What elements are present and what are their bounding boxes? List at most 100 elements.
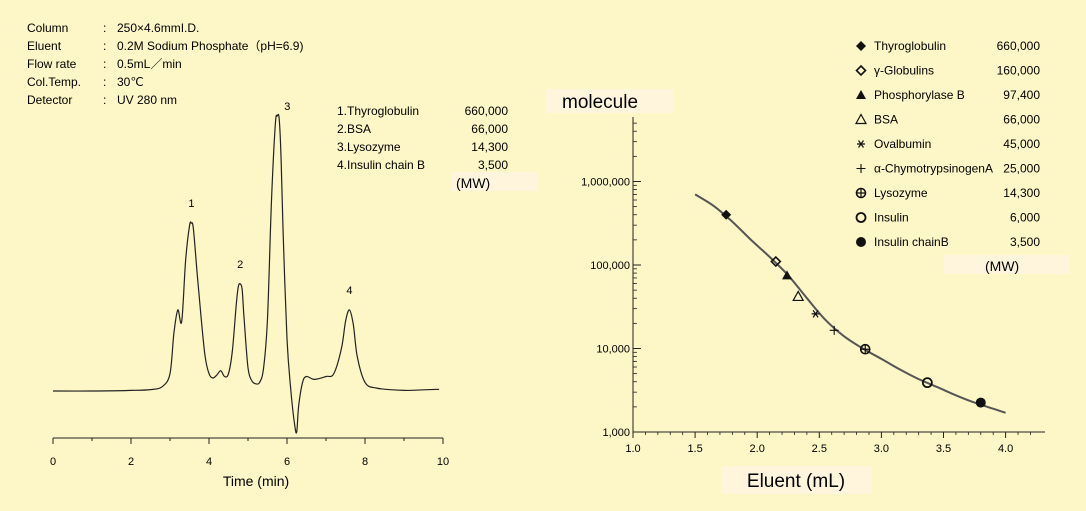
conditions-block: Column : 250×4.6mmI.D. Eluent : 0.2M Sod…: [27, 21, 303, 107]
legend-item-name: 3.Lysozyme: [337, 140, 401, 154]
legend-marker: [855, 212, 867, 223]
legend-item-name: Ovalbumin: [874, 137, 931, 151]
condition-colon: :: [103, 57, 106, 71]
condition-colon: :: [103, 21, 106, 35]
calibration-fit-curve: [694, 193, 1006, 414]
peak-label: 2: [237, 259, 243, 271]
legend-marker: [857, 140, 865, 148]
y-tick-label: 10,000: [596, 344, 630, 356]
legend-item-name: γ-Globulins: [874, 64, 934, 78]
x-tick-label: 10: [437, 456, 449, 468]
legend-marker: [855, 187, 867, 199]
x-tick-label: 0: [50, 456, 56, 468]
x-tick-label: 1.5: [687, 443, 702, 455]
y-tick-label: 1,000,000: [581, 177, 630, 189]
x-label-highlight: [721, 466, 872, 494]
legend-marker: [856, 90, 866, 99]
x-tick-label: 3.5: [936, 443, 951, 455]
data-point: [921, 377, 933, 389]
data-point: [721, 209, 732, 220]
peak-label: 3: [284, 101, 290, 113]
condition-colon: :: [103, 93, 106, 107]
legend-item-name: 1.Thyroglobulin: [337, 104, 419, 118]
x-tick-label: 2.5: [812, 443, 827, 455]
y-tick-label: 1,000: [602, 427, 630, 439]
legend-marker: [856, 164, 866, 173]
data-point: [975, 397, 986, 408]
calibration-plot: molecule 1.0 1.5 2.0 2.5 3.0 3.5 4.0 1,000 10,00…: [545, 89, 1045, 494]
condition-value: UV 280 nm: [117, 93, 177, 107]
condition-value: 250×4.6mmI.D.: [117, 21, 199, 35]
legend-item-mw: 660,000: [997, 39, 1041, 53]
legend-item-name: Lysozyme: [874, 186, 928, 200]
calibration-y-label: molecule: [562, 92, 638, 113]
x-tick-label: 8: [362, 456, 368, 468]
legend-unit-label: (MW): [985, 258, 1019, 274]
legend-marker: [856, 237, 866, 247]
mw-unit-highlight: [452, 172, 538, 191]
legend-marker: [855, 64, 867, 77]
legend-item-name: Phosphorylase B: [874, 88, 965, 102]
legend-item-mw: 45,000: [1003, 137, 1040, 151]
x-tick-label: 4: [206, 456, 212, 468]
mw-unit-label: (MW): [456, 175, 490, 191]
x-tick-label: 6: [284, 456, 290, 468]
peak-label: 4: [346, 285, 352, 297]
y-tick-label: 100,000: [590, 260, 630, 272]
condition-row: Column : 250×4.6mmI.D.: [27, 21, 199, 35]
legend-item-name: 4.Insulin chain B: [337, 158, 425, 172]
condition-row: Eluent : 0.2M Sodium Phosphate（pH=6.9): [27, 39, 303, 53]
x-tick-label: 1.0: [625, 443, 640, 455]
legend-item-name: BSA: [874, 113, 898, 127]
data-point: [770, 255, 782, 268]
legend-item-mw: 66,000: [471, 122, 508, 136]
y-label-highlight: [545, 89, 673, 113]
condition-row: Flow rate : 0.5mL／min: [27, 57, 182, 71]
data-point: [792, 290, 805, 302]
condition-label: Eluent: [27, 39, 62, 53]
x-tick-label: 3.0: [874, 443, 889, 455]
x-tick-label: 2.0: [750, 443, 765, 455]
legend-item-mw: 25,000: [1003, 162, 1040, 176]
legend-marker: [856, 41, 866, 51]
legend-item-mw: 160,000: [997, 64, 1041, 78]
condition-value: 30℃: [117, 75, 144, 89]
data-point: [782, 270, 793, 280]
data-point: [859, 343, 871, 355]
legend-unit-highlight: [944, 255, 1070, 274]
legend-item-mw: 3,500: [478, 158, 508, 172]
condition-colon: :: [103, 39, 106, 53]
condition-label: Col.Temp.: [27, 75, 81, 89]
legend-item-name: Insulin: [874, 211, 909, 225]
condition-row: Col.Temp. : 30℃: [27, 75, 144, 89]
condition-row: Detector : UV 280 nm: [27, 93, 177, 107]
legend-item-mw: 66,000: [1003, 113, 1040, 127]
x-tick-label: 4.0: [998, 443, 1013, 455]
condition-value: 0.2M Sodium Phosphate（pH=6.9): [117, 39, 303, 53]
calibration-ticks: 1.0 1.5 2.0 2.5 3.0 3.5 4.0 1,000 10,000 100,000 1…: [581, 122, 1031, 455]
data-point: [829, 325, 839, 335]
chromatogram-legend: 1.Thyroglobulin 660,000 2.BSA 66,000 3.L…: [337, 104, 538, 191]
legend-item-mw: 97,400: [1003, 88, 1040, 102]
x-tick-label: 2: [128, 456, 134, 468]
peak-label: 1: [188, 198, 194, 210]
calibration-x-label: Eluent (mL): [747, 471, 845, 492]
condition-value: 0.5mL／min: [117, 57, 182, 71]
chromatogram-x-label: Time (min): [223, 473, 289, 489]
legend-item-mw: 6,000: [1010, 211, 1040, 225]
legend-marker: [854, 113, 868, 125]
legend-item-mw: 14,300: [471, 140, 508, 154]
legend-item-name: Insulin chainB: [874, 235, 949, 249]
peak-labels: 1 2 3 4: [188, 101, 352, 297]
legend-item-mw: 3,500: [1010, 235, 1040, 249]
condition-colon: :: [103, 75, 106, 89]
legend-item-mw: 14,300: [1003, 186, 1040, 200]
calibration-points: [721, 209, 986, 408]
chromatogram-ticks: 0 2 4 6 8 10: [50, 438, 449, 468]
condition-label: Flow rate: [27, 57, 77, 71]
legend-item-name: 2.BSA: [337, 122, 371, 136]
condition-label: Detector: [27, 93, 72, 107]
legend-item-name: α-ChymotrypsinogenA: [874, 162, 993, 176]
